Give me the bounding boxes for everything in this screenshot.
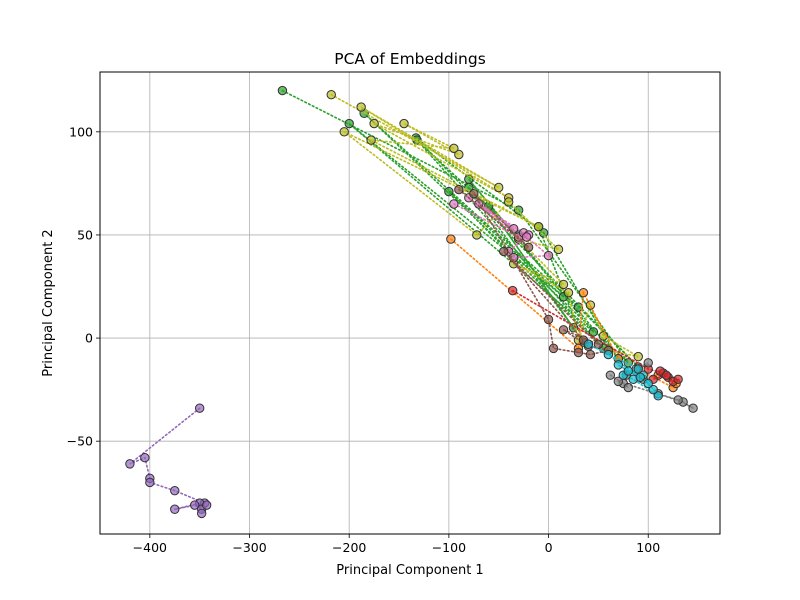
y-tick-label: −50 (67, 434, 93, 449)
data-point (653, 391, 663, 401)
data-point (444, 186, 454, 197)
data-point (356, 102, 366, 112)
data-point (446, 234, 456, 244)
data-point (585, 349, 596, 360)
axis-ticks: −400 −300 −200 −100 0 100 −50 0 50 100 (67, 124, 661, 555)
data-point (125, 459, 135, 469)
data-point (563, 287, 574, 298)
data-point (543, 314, 554, 325)
plot-frame (99, 71, 721, 535)
data-point (454, 149, 464, 160)
grid-lines (100, 72, 720, 534)
plot-area-background (100, 72, 720, 534)
x-tick-label: 100 (636, 540, 660, 555)
x-tick-label: −400 (133, 540, 167, 555)
data-point (558, 325, 569, 335)
data-point (503, 197, 514, 207)
data-point (613, 360, 624, 370)
data-point (513, 205, 524, 215)
x-axis-label: Principal Component 1 (336, 563, 483, 578)
data-point (507, 285, 518, 296)
data-point (673, 374, 683, 385)
data-point (277, 85, 288, 96)
data-point (538, 228, 549, 238)
data-point (449, 199, 459, 209)
data-point (605, 370, 616, 380)
data-point (573, 347, 584, 358)
data-point (369, 118, 379, 129)
data-point (454, 184, 464, 195)
y-tick-label: 50 (77, 227, 93, 242)
data-point (472, 230, 482, 240)
data-point (201, 500, 212, 510)
data-point (523, 242, 534, 253)
y-tick-label: 100 (69, 124, 93, 139)
series-7 (583, 339, 663, 401)
data-point (623, 382, 633, 393)
data-point (673, 395, 683, 405)
data-point (558, 279, 569, 290)
data-point (140, 452, 150, 463)
data-point (553, 244, 564, 255)
data-point (194, 403, 205, 413)
series-2 (449, 193, 554, 263)
data-point (655, 366, 665, 376)
x-tick-label: −100 (432, 540, 466, 555)
data-series (125, 85, 698, 519)
data-point (189, 500, 200, 510)
data-point (498, 246, 509, 257)
data-point (588, 327, 599, 337)
data-point (633, 351, 643, 362)
y-tick-label: 0 (85, 331, 93, 346)
data-point (603, 349, 614, 360)
data-point (344, 118, 354, 129)
data-point (623, 366, 633, 376)
series-4 (507, 285, 683, 387)
y-axis-label: Principal Component 2 (41, 229, 56, 376)
series-8 (125, 403, 212, 519)
data-point (469, 188, 479, 199)
data-point (643, 358, 653, 368)
data-point (543, 250, 554, 261)
data-point (145, 477, 155, 488)
chart-title: PCA of Embeddings (334, 50, 486, 68)
data-point (548, 343, 559, 354)
data-point (366, 135, 376, 145)
data-point (196, 508, 207, 519)
data-point (399, 118, 409, 129)
data-point (585, 300, 596, 310)
x-tick-label: 0 (545, 540, 553, 555)
x-tick-label: −300 (232, 540, 266, 555)
data-point (521, 232, 532, 242)
series-connector-line (281, 89, 639, 368)
data-point (578, 287, 589, 298)
data-point (326, 89, 336, 100)
data-point (648, 384, 658, 395)
data-point (339, 127, 349, 137)
data-point (533, 221, 544, 232)
data-point (613, 376, 624, 387)
data-point (494, 182, 504, 193)
data-point (643, 378, 653, 389)
x-tick-label: −200 (332, 540, 366, 555)
data-point (170, 485, 180, 496)
data-point (593, 339, 604, 349)
data-point (170, 504, 180, 514)
data-point (635, 372, 645, 382)
data-point (688, 403, 698, 413)
data-point (583, 339, 594, 349)
data-point (449, 143, 459, 154)
